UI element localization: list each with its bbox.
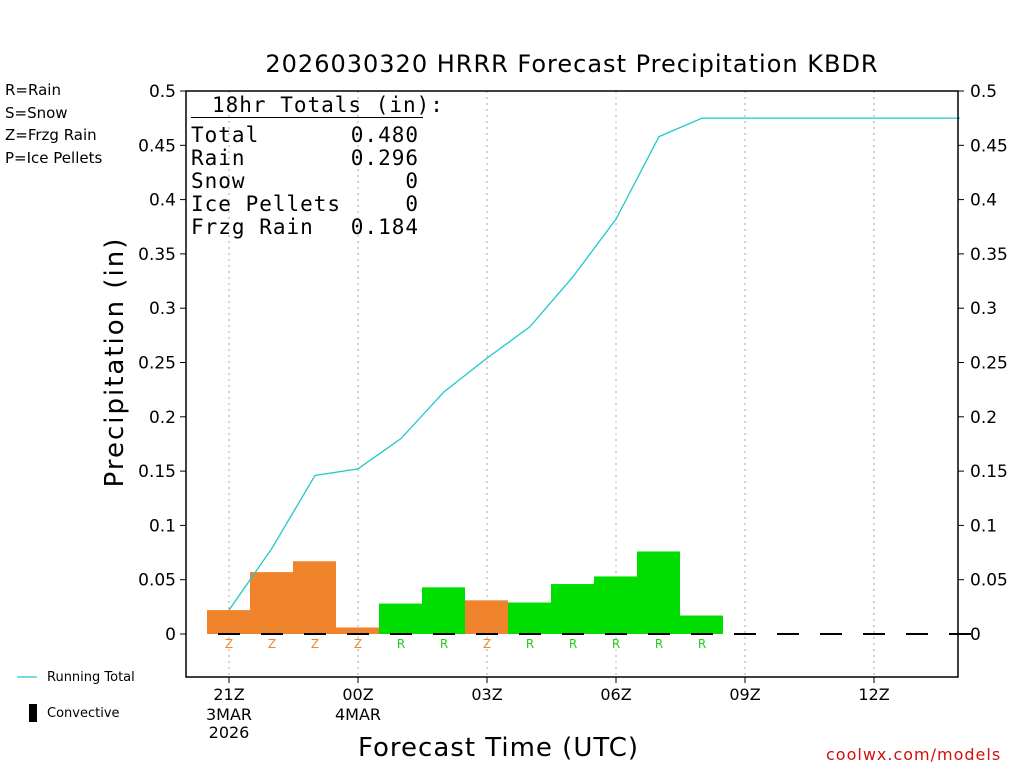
y-tick-label-left: 0.4 (149, 191, 176, 211)
y-tick-label-right: 0.45 (970, 136, 1008, 156)
x-axis-label: Forecast Time (UTC) (358, 733, 640, 763)
totals-row-value: 0.184 (350, 215, 419, 239)
totals-row: Frzg Rain 0.184 (191, 216, 419, 239)
x-tick-label: 03Z (471, 685, 502, 704)
tick-layer: 0 00.05 0.050.1 0.10.15 0.150.2 0.20.25 0.250.… (138, 82, 1008, 742)
x-tick-sublabel: 4MAR (335, 705, 381, 724)
totals-row: Ice Pellets 0 (191, 193, 419, 216)
y-tick-label-right: 0.2 (970, 408, 997, 428)
precip-bar (637, 551, 680, 634)
y-tick-label-right: 0.25 (970, 354, 1008, 374)
legend-snow: S=Snow (5, 104, 68, 122)
convective-swatch (29, 704, 37, 722)
precip-bar (336, 627, 379, 634)
precip-bar (508, 602, 551, 634)
grid-layer (228, 91, 875, 677)
y-tick-label-right: 0.15 (970, 462, 1008, 482)
totals-row-label: Ice Pellets (191, 192, 342, 216)
precip-type-marker: Z (483, 637, 491, 651)
y-tick-label-right: 0.5 (970, 82, 997, 102)
totals-row-value: 0.480 (350, 123, 419, 147)
totals-underline (191, 117, 423, 118)
y-tick-label-left: 0.15 (138, 462, 176, 482)
bar-layer (207, 551, 723, 634)
legend-ice-pellets: P=Ice Pellets (5, 149, 103, 167)
y-tick-label-left: 0.2 (149, 408, 176, 428)
y-tick-label-left: 0.1 (149, 516, 176, 536)
y-tick-label-left: 0.5 (149, 82, 176, 102)
precip-bar (551, 584, 594, 634)
precip-type-marker: R (612, 637, 620, 651)
precip-type-marker: R (655, 637, 663, 651)
totals-row-label: Snow (191, 169, 246, 193)
y-tick-label-left: 0.25 (138, 354, 176, 374)
y-tick-label-left: 0.35 (138, 245, 176, 265)
precip-bar (594, 576, 637, 634)
precip-type-marker: Z (311, 637, 319, 651)
precip-bar (250, 572, 293, 634)
precip-bar (465, 600, 508, 634)
x-tick-sublabel: 2026 (209, 723, 250, 742)
precip-bar (207, 610, 250, 634)
frame-layer (185, 90, 959, 678)
totals-table: Total 0.480 Rain 0.296 Snow 0 Ice Pellets 0 Frzg… (191, 124, 419, 239)
precip-type-marker: Z (268, 637, 276, 651)
precip-type-marker: R (397, 637, 405, 651)
precip-bar (379, 603, 422, 634)
y-tick-label-right: 0.4 (970, 191, 997, 211)
precip-type-marker: Z (225, 637, 233, 651)
y-tick-label-right: 0.3 (970, 299, 997, 319)
running-total-line (228, 117, 960, 611)
totals-row-value: 0 (405, 192, 419, 216)
legend-convective-label: Convective (47, 706, 120, 721)
legend-running-total-label: Running Total (47, 670, 135, 685)
legend-rain: R=Rain (5, 81, 61, 99)
x-tick-label: 06Z (600, 685, 631, 704)
legend-swatch-layer (17, 676, 37, 722)
totals-row-label: Frzg Rain (191, 215, 314, 239)
totals-header: 18hr Totals (in): (212, 93, 444, 117)
totals-row: Total 0.480 (191, 124, 419, 147)
precip-type-marker: R (440, 637, 448, 651)
totals-row: Snow 0 (191, 170, 419, 193)
x-tick-label: 21Z (213, 685, 244, 704)
x-tick-label: 00Z (342, 685, 373, 704)
plot-frame (185, 90, 959, 678)
y-tick-label-right: 0 (970, 625, 981, 645)
totals-row-value: 0.296 (350, 146, 419, 170)
y-tick-label-right: 0.35 (970, 245, 1008, 265)
precip-bar (680, 615, 723, 634)
y-tick-label-left: 0.3 (149, 299, 176, 319)
source-watermark: coolwx.com/models (826, 745, 1002, 764)
x-tick-label: 09Z (729, 685, 760, 704)
y-tick-label-right: 0.05 (970, 571, 1008, 591)
precip-type-marker: R (698, 637, 706, 651)
precip-type-marker: Z (354, 637, 362, 651)
precip-bar (422, 587, 465, 634)
totals-row-label: Total (191, 123, 260, 147)
y-tick-label-left: 0 (165, 625, 176, 645)
totals-row: Rain 0.296 (191, 147, 419, 170)
y-tick-label-left: 0.05 (138, 571, 176, 591)
precip-type-marker: R (526, 637, 534, 651)
x-tick-label: 12Z (858, 685, 889, 704)
chart-title: 2026030320 HRRR Forecast Precipitation K… (265, 50, 879, 78)
precip-bar (293, 561, 336, 634)
precip-type-marker: R (569, 637, 577, 651)
y-tick-label-right: 0.1 (970, 516, 997, 536)
y-tick-label-left: 0.45 (138, 136, 176, 156)
totals-row-value: 0 (405, 169, 419, 193)
x-tick-sublabel: 3MAR (206, 705, 252, 724)
legend-frzg-rain: Z=Frzg Rain (5, 126, 97, 144)
line-layer (228, 117, 960, 611)
totals-row-label: Rain (191, 146, 246, 170)
